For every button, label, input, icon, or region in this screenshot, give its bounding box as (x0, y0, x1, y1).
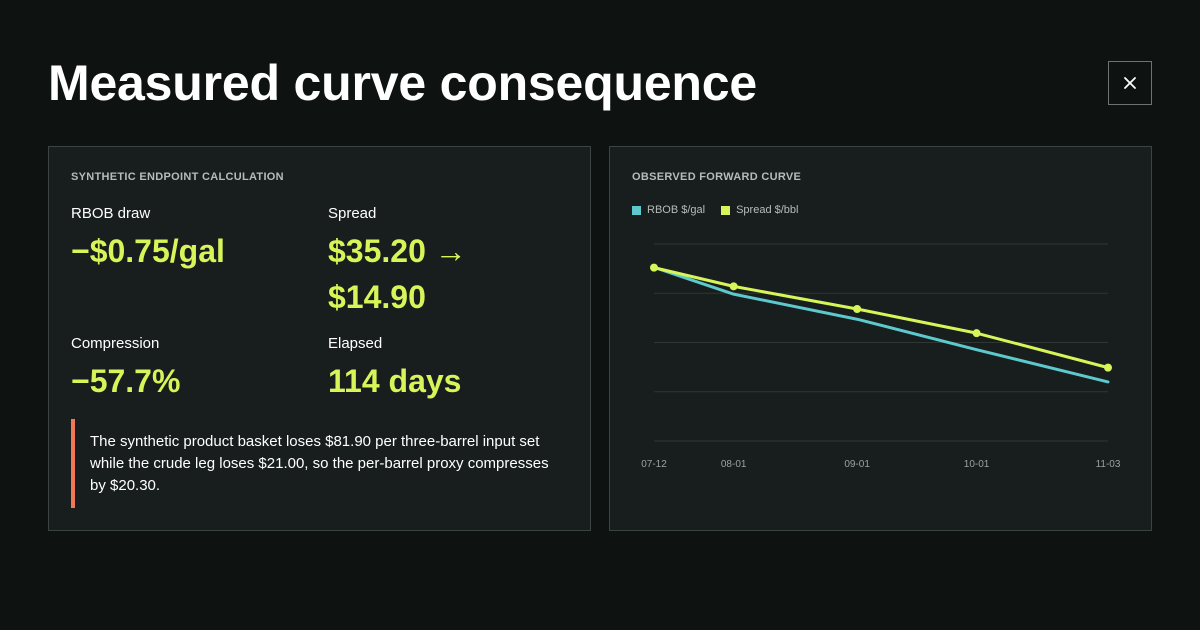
calculation-panel: SYNTHETIC ENDPOINT CALCULATION RBOB draw… (48, 146, 591, 531)
metric-rbob-draw: RBOB draw −$0.75/gal (71, 205, 225, 274)
callout-note: The synthetic product basket loses $81.9… (71, 419, 551, 508)
metric-value: −$0.75/gal (71, 233, 225, 269)
data-point (1104, 363, 1112, 372)
legend-label: Spread $/bbl (736, 204, 799, 216)
metric-value: $35.20 → $14.90 (328, 233, 467, 315)
legend-item: Spread $/bbl (721, 204, 798, 216)
page-title: Measured curve consequence (48, 55, 757, 111)
metric-elapsed: Elapsed 114 days (328, 335, 461, 404)
data-point (972, 329, 981, 338)
metric-compression: Compression −57.7% (71, 335, 180, 404)
chart-panel: 07-12 08-01 09-01 10-01 11-03 OBSERVED FORWA… (609, 146, 1152, 531)
metric-label: RBOB draw (71, 205, 151, 222)
metric-label: Compression (71, 335, 160, 352)
metric-label: Spread (328, 205, 377, 222)
x-tick-label: 07-12 (641, 459, 667, 470)
metric-spread: Spread $35.20 → $14.90 (328, 205, 568, 320)
panel-heading: OBSERVED FORWARD CURVE (632, 171, 802, 183)
x-tick-label: 11-03 (1096, 459, 1121, 470)
legend-swatch (632, 205, 641, 215)
legend-label: RBOB $/gal (647, 204, 706, 216)
series-line (652, 266, 1110, 370)
data-point (650, 263, 658, 272)
chart-legend: RBOB $/gal Spread $/bbl (632, 204, 798, 216)
legend-swatch (721, 205, 731, 215)
panel-heading: SYNTHETIC ENDPOINT CALCULATION (71, 171, 284, 183)
series-line (652, 265, 1110, 384)
x-tick-label: 08-01 (721, 459, 747, 470)
forward-curve-chart: 07-12 08-01 09-01 10-01 11-03 (641, 243, 1121, 470)
close-icon (1124, 77, 1136, 89)
close-button[interactable] (1108, 61, 1152, 105)
x-tick-label: 09-01 (844, 459, 870, 470)
data-point (853, 305, 862, 314)
x-tick-label: 10-01 (964, 459, 990, 470)
data-point (729, 282, 738, 291)
metric-value: 114 days (328, 363, 462, 399)
metric-value: −57.7% (71, 363, 181, 399)
legend-item: RBOB $/gal (632, 204, 705, 216)
metric-label: Elapsed (328, 335, 383, 352)
